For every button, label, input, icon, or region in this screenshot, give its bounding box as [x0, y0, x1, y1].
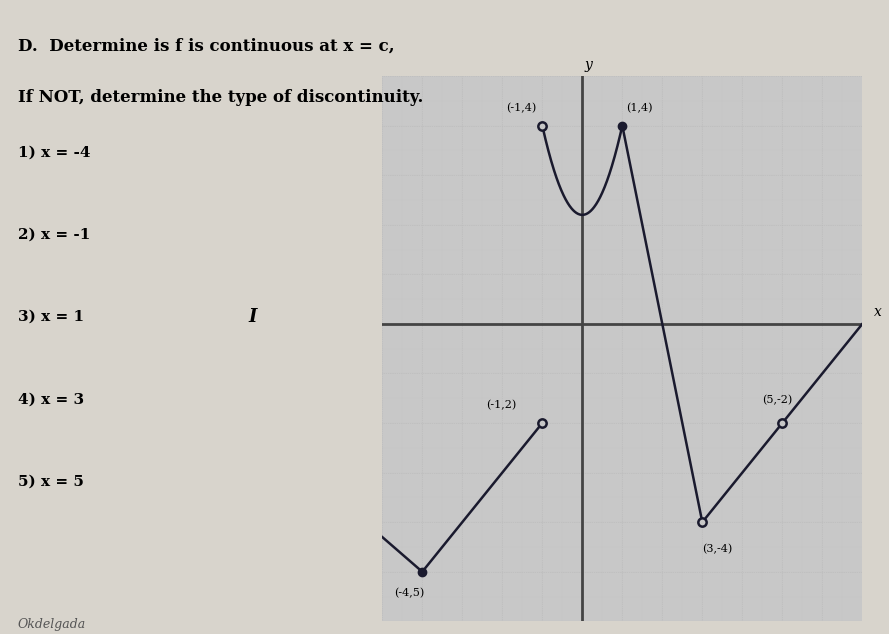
Text: (1,4): (1,4): [626, 103, 653, 113]
Text: (5,-2): (5,-2): [762, 395, 793, 405]
Text: x: x: [874, 305, 882, 319]
Text: 2) x = -1: 2) x = -1: [18, 228, 90, 242]
Text: 1) x = -4: 1) x = -4: [18, 145, 91, 159]
Text: (-4,5): (-4,5): [395, 588, 425, 598]
Text: 4) x = 3: 4) x = 3: [18, 392, 84, 406]
Text: D.  Determine is f is continuous at x = c,: D. Determine is f is continuous at x = c…: [18, 38, 395, 55]
Text: I: I: [249, 308, 257, 326]
Text: (-1,4): (-1,4): [507, 103, 537, 113]
Text: 5) x = 5: 5) x = 5: [18, 475, 84, 489]
Text: (-1,2): (-1,2): [486, 400, 517, 410]
Text: 3) x = 1: 3) x = 1: [18, 310, 84, 324]
Text: Okdelgada: Okdelgada: [18, 618, 86, 631]
Text: If NOT, determine the type of discontinuity.: If NOT, determine the type of discontinu…: [18, 89, 423, 106]
Text: y: y: [584, 58, 592, 72]
Text: (3,-4): (3,-4): [702, 543, 733, 554]
